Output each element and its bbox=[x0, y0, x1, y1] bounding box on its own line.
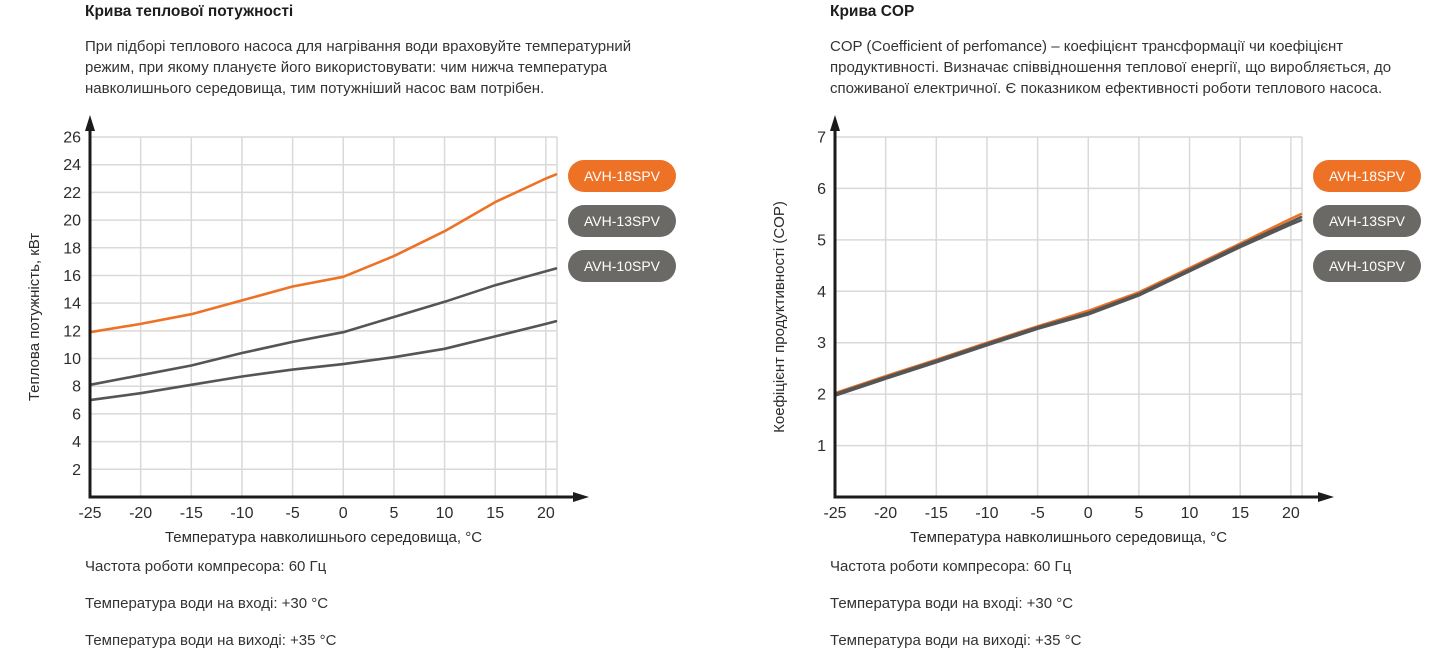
x-tick-label: -15 bbox=[180, 505, 203, 522]
series-line-avh-13spv bbox=[833, 215, 1303, 396]
legend-pill-avh-18spv: AVH-18SPV bbox=[568, 160, 676, 192]
y-tick-label: 14 bbox=[63, 296, 81, 313]
x-axis-arrow bbox=[573, 492, 589, 502]
x-tick-label: 10 bbox=[1181, 505, 1199, 522]
legend-pill-avh-13spv: AVH-13SPV bbox=[1313, 205, 1421, 237]
y-tick-label: 24 bbox=[63, 157, 81, 174]
x-tick-label: 5 bbox=[1134, 505, 1143, 522]
heat-power-chart: 2 4 6 8 10 12 14 16 18 20 22 24 26 -25 -20 -15 -10 -5 0 5 10… bbox=[25, 110, 705, 530]
x-tick-label: 0 bbox=[339, 505, 348, 522]
note-water-outlet-temperature: Температура води на виході: +35 °С bbox=[830, 632, 1082, 649]
x-tick-label: -5 bbox=[1030, 505, 1044, 522]
x-tick-label: 20 bbox=[1282, 505, 1300, 522]
series-line-avh-18spv bbox=[88, 173, 558, 334]
cop-chart: 1 2 3 4 5 6 7 -25 -20 -15 -10 -5 0 5 10 15 20 Коефіцієнт … bbox=[770, 110, 1440, 530]
x-axis-title: Температура навколишнього середовища, °С bbox=[909, 529, 1228, 546]
chart-legend: AVH-18SPV AVH-13SPV AVH-10SPV bbox=[568, 160, 676, 282]
note-water-inlet-temperature: Температура води на вході: +30 °С bbox=[830, 595, 1074, 612]
x-tick-label: -20 bbox=[129, 505, 152, 522]
y-tick-label: 4 bbox=[817, 284, 826, 301]
note-water-outlet-temperature: Температура води на виході: +35 °С bbox=[85, 632, 337, 649]
y-axis-arrow bbox=[85, 115, 95, 131]
note-water-inlet-temperature: Температура води на вході: +30 °С bbox=[85, 595, 329, 612]
x-tick-label: -25 bbox=[823, 505, 846, 522]
x-tick-label: 20 bbox=[537, 505, 555, 522]
x-tick-label: -10 bbox=[230, 505, 253, 522]
x-tick-label: 15 bbox=[486, 505, 504, 522]
x-tick-label: 0 bbox=[1084, 505, 1093, 522]
series-line-avh-13spv bbox=[88, 267, 558, 387]
y-tick-label: 12 bbox=[63, 323, 81, 340]
x-axis-arrow bbox=[1318, 492, 1334, 502]
y-tick-label: 20 bbox=[63, 213, 81, 230]
x-tick-label: -10 bbox=[975, 505, 998, 522]
y-axis-arrow bbox=[830, 115, 840, 131]
y-tick-label: 6 bbox=[72, 406, 81, 423]
chart-legend: AVH-18SPV AVH-13SPV AVH-10SPV bbox=[1313, 160, 1421, 282]
y-axis-title: Теплова потужність, кВт bbox=[26, 233, 43, 401]
x-tick-label: 5 bbox=[389, 505, 398, 522]
series-line-avh-10spv bbox=[833, 219, 1303, 398]
y-tick-label: 8 bbox=[72, 379, 81, 396]
y-tick-label: 6 bbox=[817, 181, 826, 198]
y-tick-label: 2 bbox=[817, 387, 826, 404]
panel-heat-power-curve: Крива теплової потужності При підборі те… bbox=[25, 3, 705, 649]
series-line-avh-18spv bbox=[833, 212, 1303, 395]
y-tick-label: 26 bbox=[63, 130, 81, 147]
section-description: COP (Coefficient of perfomance) – коефіц… bbox=[830, 38, 1392, 97]
y-tick-label: 18 bbox=[63, 240, 81, 257]
legend-pill-avh-13spv: AVH-13SPV bbox=[568, 205, 676, 237]
note-compressor-frequency: Частота роботи компресора: 60 Гц bbox=[85, 558, 327, 575]
x-tick-label: -5 bbox=[285, 505, 299, 522]
y-tick-label: 5 bbox=[817, 232, 826, 249]
legend-pill-avh-10spv: AVH-10SPV bbox=[568, 250, 676, 282]
cop-plot: 1 2 3 4 5 6 7 -25 -20 -15 -10 -5 0 5 10 15 20 Коефіцієнт … bbox=[771, 115, 1334, 522]
y-tick-label: 1 bbox=[817, 438, 826, 455]
section-title: Крива COP bbox=[830, 3, 915, 20]
x-tick-label: 10 bbox=[436, 505, 454, 522]
y-tick-label: 7 bbox=[817, 130, 826, 147]
y-tick-label: 10 bbox=[63, 351, 81, 368]
series-line-avh-10spv bbox=[88, 319, 558, 402]
legend-pill-avh-10spv: AVH-10SPV bbox=[1313, 250, 1421, 282]
x-tick-label: -15 bbox=[925, 505, 948, 522]
note-compressor-frequency: Частота роботи компресора: 60 Гц bbox=[830, 558, 1072, 575]
y-tick-label: 4 bbox=[72, 434, 81, 451]
x-tick-label: -20 bbox=[874, 505, 897, 522]
x-tick-label: -25 bbox=[78, 505, 101, 522]
section-title: Крива теплової потужності bbox=[85, 3, 294, 20]
y-tick-label: 16 bbox=[63, 268, 81, 285]
legend-pill-avh-18spv: AVH-18SPV bbox=[1313, 160, 1421, 192]
x-tick-label: 15 bbox=[1231, 505, 1249, 522]
y-axis-title: Коефіцієнт продуктивності (COP) bbox=[771, 201, 788, 433]
y-tick-label: 2 bbox=[72, 462, 81, 479]
section-description: При підборі теплового насоса для нагріва… bbox=[85, 38, 632, 97]
x-axis-title: Температура навколишнього середовища, °С bbox=[164, 529, 483, 546]
y-tick-label: 22 bbox=[63, 185, 81, 202]
panel-cop-curve: Крива COP COP (Coefficient of perfomance… bbox=[745, 0, 1440, 662]
y-tick-label: 3 bbox=[817, 335, 826, 352]
